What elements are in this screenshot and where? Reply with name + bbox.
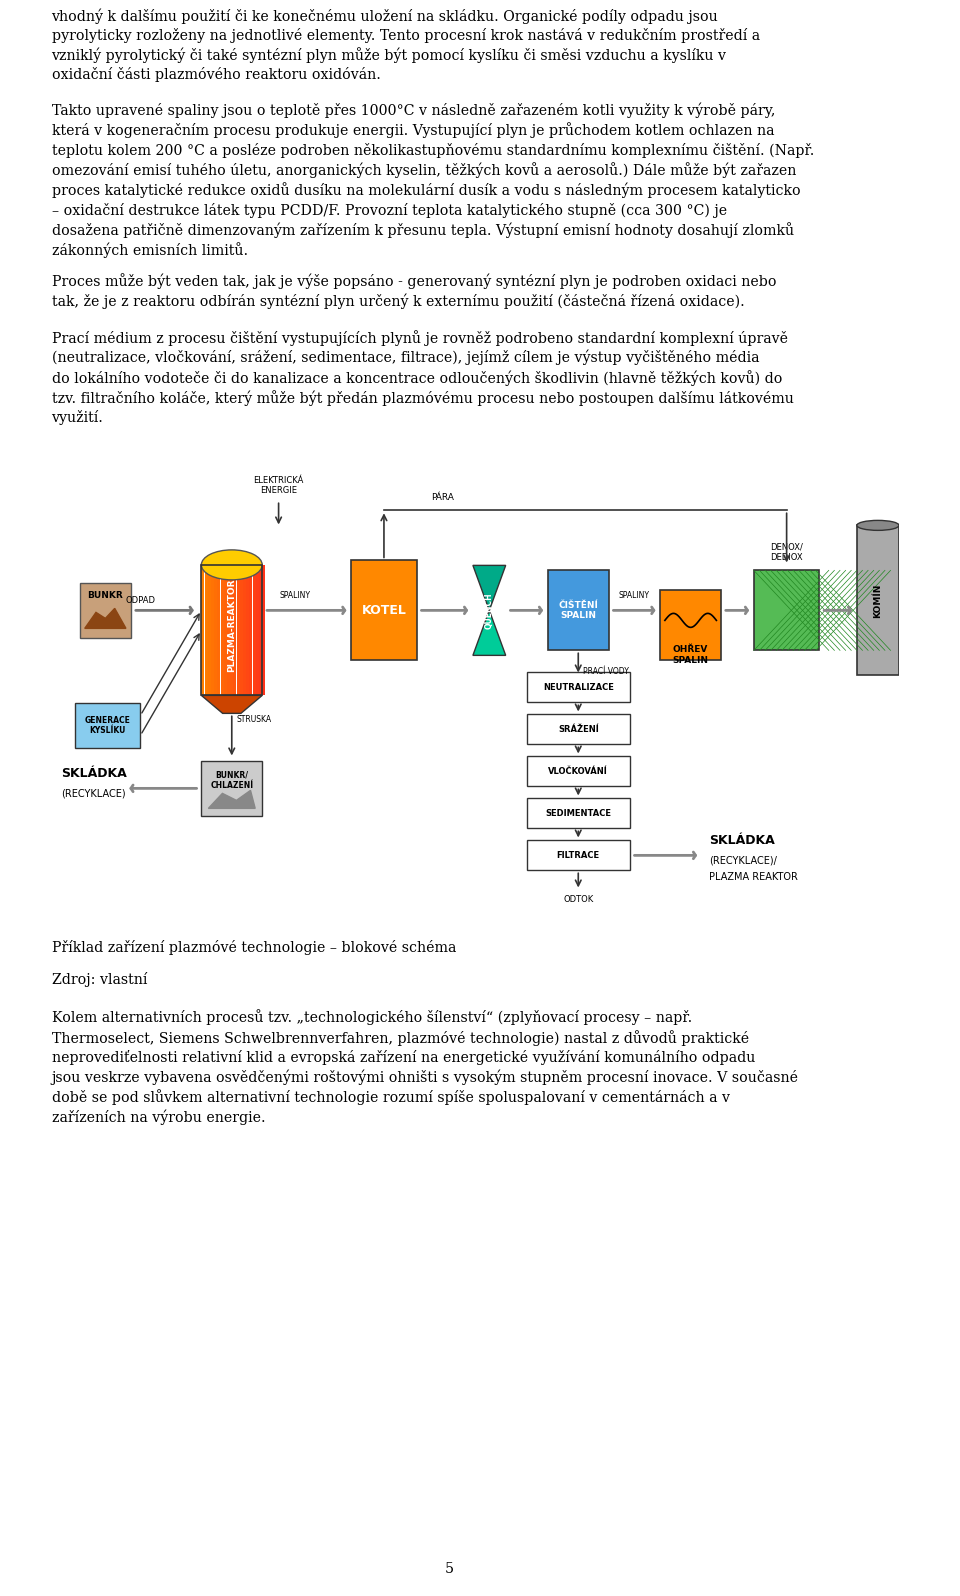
Text: SPALINY: SPALINY <box>619 592 650 600</box>
Text: KOTEL: KOTEL <box>362 603 406 618</box>
Bar <box>80 583 132 638</box>
Bar <box>857 525 899 675</box>
Bar <box>202 761 262 816</box>
Text: VLOČKOVÁNÍ: VLOČKOVÁNÍ <box>548 766 608 776</box>
Text: (RECYKLACE): (RECYKLACE) <box>60 788 126 798</box>
Text: Prací médium z procesu čištění vystupujících plynů je rovněž podrobeno standardn: Prací médium z procesu čištění vystupují… <box>52 330 793 426</box>
Text: KOMÍN: KOMÍN <box>874 583 882 618</box>
Bar <box>351 560 417 661</box>
Text: GENERACE
KYSLÍKU: GENERACE KYSLÍKU <box>84 715 131 736</box>
Text: SKLÁDKA: SKLÁDKA <box>60 766 127 780</box>
Bar <box>527 841 630 870</box>
Text: Takto upravené spaliny jsou o teplotě přes 1000°C v následně zařazeném kotli vyu: Takto upravené spaliny jsou o teplotě př… <box>52 102 814 259</box>
Text: (RECYKLACE)/: (RECYKLACE)/ <box>709 855 778 865</box>
Text: STRUSKA: STRUSKA <box>236 715 272 725</box>
Text: BUNKR/
CHLAZENÍ: BUNKR/ CHLAZENÍ <box>210 771 253 790</box>
Bar <box>527 672 630 702</box>
Bar <box>548 570 609 651</box>
Text: 5: 5 <box>444 1562 454 1575</box>
Text: FILTRACE: FILTRACE <box>557 851 600 860</box>
Text: vhodný k dalšímu použití či ke konečnému uložení na skládku. Organické podíly od: vhodný k dalšímu použití či ke konečnému… <box>52 8 759 83</box>
Bar <box>250 565 252 696</box>
Text: PLAZMA REAKTOR: PLAZMA REAKTOR <box>709 873 799 883</box>
Polygon shape <box>84 608 126 629</box>
Text: Kolem alternativních procesů tzv. „technologického šílenství“ (zplyňovací proces: Kolem alternativních procesů tzv. „techn… <box>52 1009 799 1125</box>
Text: Příklad zařízení plazmóvé technologie – blokové schéma: Příklad zařízení plazmóvé technologie – … <box>52 940 456 956</box>
Bar <box>214 565 217 696</box>
Bar <box>240 565 243 696</box>
Bar <box>246 565 250 696</box>
Bar <box>211 565 214 696</box>
Text: QUENCH: QUENCH <box>485 592 493 629</box>
Text: DENOX/
DEDIOX: DENOX/ DEDIOX <box>770 543 804 562</box>
Text: PLAZMA-REAKTOR: PLAZMA-REAKTOR <box>228 579 236 672</box>
Polygon shape <box>473 610 506 656</box>
Text: PRACÍ VODY: PRACÍ VODY <box>583 667 629 677</box>
Bar <box>202 565 262 696</box>
Text: PÁRA: PÁRA <box>431 493 454 503</box>
Bar <box>207 565 211 696</box>
Polygon shape <box>473 565 506 610</box>
Text: SPALINY: SPALINY <box>279 592 310 600</box>
Text: BUNKR: BUNKR <box>87 591 123 600</box>
Polygon shape <box>202 696 262 713</box>
Text: ODTOK: ODTOK <box>564 895 593 905</box>
Bar <box>217 565 221 696</box>
Text: NEUTRALIZACE: NEUTRALIZACE <box>542 683 613 693</box>
Text: SEDIMENTACE: SEDIMENTACE <box>545 809 612 817</box>
Bar <box>204 565 207 696</box>
Ellipse shape <box>857 520 899 530</box>
Text: ODPAD: ODPAD <box>126 597 156 605</box>
Ellipse shape <box>202 551 262 579</box>
Bar <box>255 565 259 696</box>
Bar <box>527 757 630 787</box>
Bar <box>230 565 233 696</box>
Bar <box>259 565 262 696</box>
Bar <box>202 565 204 696</box>
Text: Proces může být veden tak, jak je výše popsáno - generovaný syntézní plyn je pod: Proces může být veden tak, jak je výše p… <box>52 273 776 310</box>
Bar <box>221 565 224 696</box>
Text: Zdroj: vlastní: Zdroj: vlastní <box>52 972 147 988</box>
Bar <box>754 570 820 651</box>
Text: ELEKTRICKÁ
ENERGIE: ELEKTRICKÁ ENERGIE <box>253 476 303 495</box>
Bar <box>262 565 265 696</box>
Text: SKLÁDKA: SKLÁDKA <box>709 833 775 847</box>
Bar <box>233 565 236 696</box>
Bar <box>527 715 630 744</box>
Bar <box>243 565 246 696</box>
Bar <box>660 591 721 661</box>
Bar <box>224 565 227 696</box>
Bar <box>527 798 630 828</box>
Bar <box>236 565 240 696</box>
Polygon shape <box>208 790 255 809</box>
Text: ČIŠTĚNÍ
SPALIN: ČIŠTĚNÍ SPALIN <box>559 600 598 621</box>
Text: SRÁŽENÍ: SRÁŽENÍ <box>558 725 599 734</box>
Text: OHŘEV
SPALIN: OHŘEV SPALIN <box>673 645 708 666</box>
Bar <box>75 702 140 749</box>
Bar <box>252 565 255 696</box>
Bar <box>227 565 230 696</box>
